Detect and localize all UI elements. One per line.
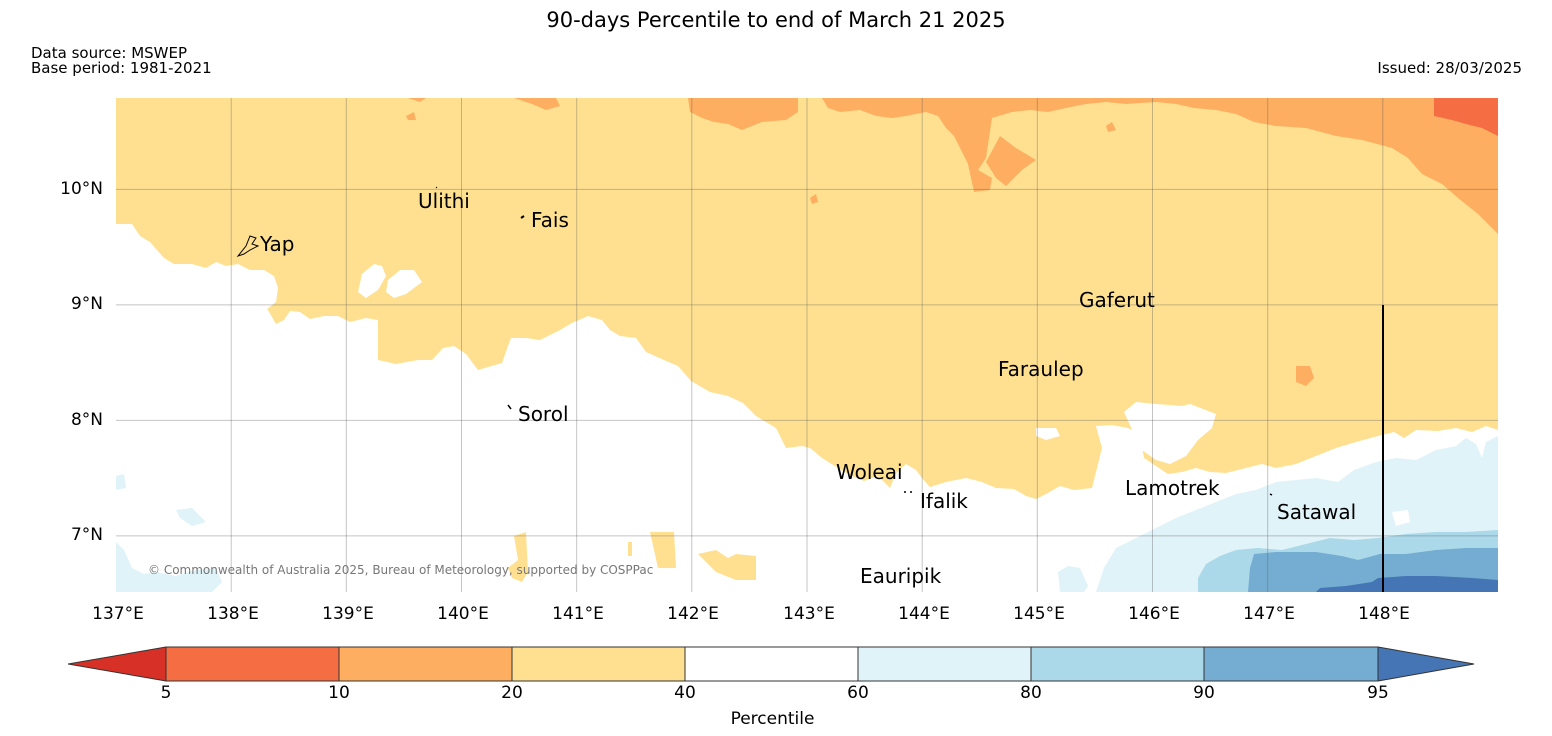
colorbar-label: Percentile	[730, 709, 815, 729]
place-label-faraulep: Faraulep	[998, 357, 1084, 381]
region-10-20	[1296, 366, 1314, 386]
region-10-20	[688, 98, 798, 130]
colorbar-bin-80-90	[1031, 647, 1204, 681]
region-40-60-hole	[1036, 428, 1060, 440]
lon-label-145e: 145°E	[1013, 604, 1065, 624]
colorbar-bin-40-60	[685, 647, 858, 681]
colorbar-extend-high	[1378, 647, 1474, 681]
region-60-80	[116, 542, 222, 592]
issued-date-text: Issued: 28/03/2025	[1377, 59, 1522, 77]
satawal-island-shape	[1269, 493, 1273, 496]
region-10-20	[1106, 122, 1116, 132]
colorbar-extend-low	[68, 647, 166, 681]
place-label-yap: Yap	[259, 232, 294, 256]
region-10-20	[514, 98, 560, 110]
island-shapes	[236, 186, 1273, 496]
fais-island-shape	[520, 215, 525, 219]
region-40-60-hole	[386, 270, 422, 298]
data-source-text: Data source: MSWEP	[31, 44, 188, 62]
region-10-20	[810, 194, 818, 204]
place-label-eauripik: Eauripik	[860, 564, 942, 588]
colorbar-bin-60-80	[858, 647, 1031, 681]
base-period-text: Base period: 1981-2021	[31, 59, 212, 77]
map-gridlines	[116, 98, 1498, 592]
colorbar-tick-60: 60	[847, 683, 869, 703]
region-60-80	[116, 474, 126, 490]
lon-label-146e: 146°E	[1128, 604, 1180, 624]
lon-label-138e: 138°E	[207, 604, 259, 624]
place-label-sorol: Sorol	[518, 402, 569, 426]
lon-label-137e: 137°E	[92, 604, 144, 624]
percentile-map[interactable]: Ulithi Fais Yap Gaferut Faraulep Sorol W…	[116, 98, 1498, 592]
place-labels: Ulithi Fais Yap Gaferut Faraulep Sorol W…	[259, 189, 1356, 588]
region-20-40	[698, 550, 756, 580]
colorbar-bin-90-95	[1204, 647, 1378, 681]
sorol-island-shape	[507, 404, 512, 410]
colorbar-bin-10-20	[339, 647, 512, 681]
region-40-60-hole	[358, 264, 386, 298]
region-60-80	[1058, 566, 1088, 592]
region-40-60-hole	[1392, 510, 1410, 526]
place-label-gaferut: Gaferut	[1079, 288, 1155, 312]
lon-label-140e: 140°E	[437, 604, 489, 624]
copyright-notice: © Commonwealth of Australia 2025, Bureau…	[148, 563, 653, 577]
yap-island-shape	[236, 235, 260, 258]
lon-label-148e: 148°E	[1358, 604, 1410, 624]
region-5-10	[1434, 98, 1498, 136]
lon-label-142e: 142°E	[667, 604, 719, 624]
place-label-woleai: Woleai	[836, 460, 903, 484]
region-20-40	[116, 98, 1498, 499]
colorbar-tick-10: 10	[328, 683, 350, 703]
colorbar	[67, 646, 1478, 682]
lon-label-147e: 147°E	[1243, 604, 1295, 624]
lat-label-10n: 10°N	[60, 179, 103, 199]
lat-label-7n: 7°N	[70, 525, 103, 545]
colorbar-tick-90: 90	[1193, 683, 1215, 703]
place-label-satawal: Satawal	[1277, 500, 1356, 524]
place-label-ulithi: Ulithi	[418, 189, 470, 213]
colorbar-canvas	[67, 646, 1475, 682]
ulithi-island-shape	[435, 186, 438, 189]
map-title: 90-days Percentile to end of March 21 20…	[546, 8, 1006, 32]
lon-label-139e: 139°E	[322, 604, 374, 624]
region-10-20	[406, 112, 416, 120]
lat-label-9n: 9°N	[70, 294, 103, 314]
region-gt95	[1316, 576, 1498, 592]
colorbar-bin-20-40	[512, 647, 685, 681]
colorbar-tick-20: 20	[501, 683, 523, 703]
map-metadata: Data source: MSWEP Base period: 1981-202…	[31, 46, 212, 76]
colorbar-tick-40: 40	[674, 683, 696, 703]
lat-label-8n: 8°N	[70, 410, 103, 430]
region-10-20	[822, 98, 1498, 234]
place-label-lamotrek: Lamotrek	[1125, 476, 1220, 500]
lon-label-141e: 141°E	[552, 604, 604, 624]
region-20-40	[628, 542, 632, 556]
region-20-40	[650, 532, 676, 568]
region-10-20	[408, 98, 426, 102]
place-label-fais: Fais	[531, 208, 569, 232]
region-10-20	[986, 136, 1036, 186]
colorbar-bin-5-10	[166, 647, 339, 681]
region-60-80	[176, 508, 206, 526]
map-canvas: Ulithi Fais Yap Gaferut Faraulep Sorol W…	[116, 98, 1498, 592]
region-40-60-hole	[1124, 402, 1216, 464]
colorbar-tick-80: 80	[1020, 683, 1042, 703]
place-label-ifalik: Ifalik	[920, 489, 968, 513]
lon-label-143e: 143°E	[783, 604, 835, 624]
colorbar-tick-5: 5	[160, 683, 172, 703]
region-40-60-hole	[116, 224, 278, 592]
lon-label-144e: 144°E	[898, 604, 950, 624]
region-20-40	[508, 532, 528, 582]
colorbar-tick-95: 95	[1367, 683, 1389, 703]
